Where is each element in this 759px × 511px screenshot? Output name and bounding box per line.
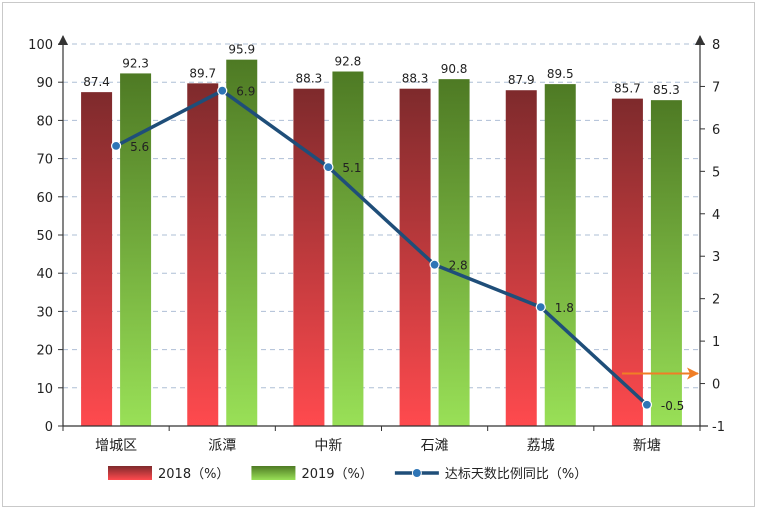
left-tick-label: 0 bbox=[45, 420, 53, 435]
bar-value-label: 90.8 bbox=[441, 62, 468, 76]
gridlines bbox=[63, 43, 700, 389]
bar-2019 bbox=[226, 59, 258, 427]
axes: 0 10 20 30 40 50 60 70 80 90 100 -1 0 1 2 3 4 5 6 7 8 增城区 派潭 中新… bbox=[28, 35, 725, 454]
bar-2019 bbox=[438, 79, 470, 427]
category-label: 中新 bbox=[314, 438, 342, 454]
category-label: 荔城 bbox=[527, 438, 555, 454]
bar-value-label: 92.8 bbox=[335, 55, 362, 69]
left-tick-label: 100 bbox=[28, 38, 53, 53]
right-tick-label: 1 bbox=[712, 335, 720, 350]
bar-2018 bbox=[611, 98, 643, 426]
left-tick-label: 70 bbox=[36, 153, 53, 168]
bar-2018 bbox=[505, 90, 537, 427]
line-series bbox=[110, 85, 699, 410]
bars bbox=[81, 59, 682, 427]
line-point bbox=[110, 140, 122, 151]
line-point bbox=[217, 85, 228, 96]
line-value-label: 6.9 bbox=[236, 85, 255, 99]
line-value-label: 2.8 bbox=[449, 259, 468, 273]
legend-label: 2019（%） bbox=[301, 467, 372, 482]
right-tick-label: 6 bbox=[712, 123, 720, 138]
left-tick-label: 50 bbox=[36, 229, 53, 244]
left-tick-label: 80 bbox=[36, 114, 53, 129]
left-tick-label: 90 bbox=[36, 76, 53, 91]
data-labels: 87.4 89.7 88.3 88.3 87.9 85.7 92.3 95.9 92.8 90.8… bbox=[83, 43, 684, 413]
line-value-label: -0.5 bbox=[661, 399, 684, 413]
left-tick-label: 60 bbox=[36, 191, 53, 206]
right-tick-label: 4 bbox=[712, 208, 720, 223]
right-tick-label: 3 bbox=[712, 250, 720, 265]
bar-value-label: 88.3 bbox=[402, 72, 429, 86]
line-path bbox=[115, 88, 649, 407]
left-tick-label: 40 bbox=[36, 267, 53, 282]
category-label: 石滩 bbox=[421, 438, 449, 454]
bar-2019 bbox=[544, 84, 576, 427]
legend-label: 达标天数比例同比（%） bbox=[445, 467, 587, 482]
right-tick-label: 7 bbox=[712, 80, 720, 95]
line-value-label: 5.6 bbox=[130, 140, 149, 154]
bar-value-label: 85.3 bbox=[653, 83, 680, 97]
left-tick-label: 10 bbox=[36, 382, 53, 397]
legend-swatch-2018 bbox=[108, 466, 152, 480]
right-tick-label: 2 bbox=[712, 293, 720, 308]
line-point bbox=[323, 161, 334, 173]
bar-value-label: 85.7 bbox=[614, 82, 641, 96]
line-value-label: 1.8 bbox=[555, 301, 574, 315]
bar-2019 bbox=[120, 73, 152, 426]
bar-2018 bbox=[293, 88, 325, 426]
legend-swatch-2019 bbox=[251, 466, 296, 480]
right-tick-label: 8 bbox=[712, 38, 720, 53]
bar-2018 bbox=[187, 83, 219, 426]
legend-label: 2018（%） bbox=[158, 467, 229, 482]
left-tick-label: 20 bbox=[36, 344, 53, 359]
bar-2019 bbox=[650, 100, 682, 427]
bar-value-label: 89.5 bbox=[547, 67, 574, 81]
line-point bbox=[535, 302, 546, 313]
bar-value-label: 95.9 bbox=[228, 43, 255, 57]
bar-value-label: 87.9 bbox=[508, 73, 535, 87]
bar-value-label: 87.4 bbox=[83, 75, 110, 89]
bar-2018 bbox=[81, 92, 113, 427]
category-label: 增城区 bbox=[95, 438, 137, 454]
line-point bbox=[641, 399, 653, 410]
right-tick-label: 0 bbox=[712, 378, 720, 393]
bar-value-label: 92.3 bbox=[122, 56, 149, 70]
right-tick-label: 5 bbox=[712, 165, 720, 180]
right-tick-label: -1 bbox=[712, 420, 725, 435]
left-tick-label: 30 bbox=[36, 305, 53, 320]
bar-2019 bbox=[332, 71, 364, 426]
legend: 2018（%） 2019（%） 达标天数比例同比（%） bbox=[108, 466, 587, 482]
line-point bbox=[429, 259, 440, 270]
line-value-label: 5.1 bbox=[342, 161, 361, 175]
bar-value-label: 88.3 bbox=[296, 72, 323, 86]
legend-line-marker bbox=[411, 468, 422, 478]
bar-value-label: 89.7 bbox=[189, 66, 216, 80]
category-label: 派潭 bbox=[208, 437, 236, 454]
category-label: 新塘 bbox=[633, 438, 661, 454]
